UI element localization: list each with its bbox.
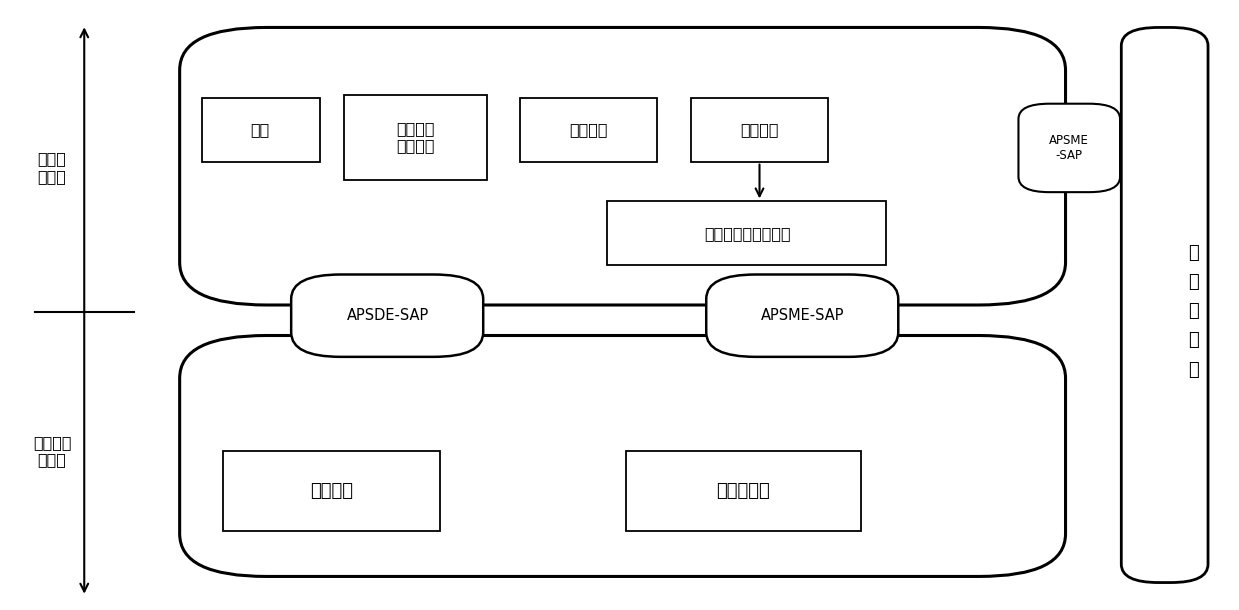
FancyBboxPatch shape (180, 27, 1066, 305)
FancyBboxPatch shape (223, 451, 440, 531)
Text: APSDE-SAP: APSDE-SAP (347, 308, 429, 323)
FancyBboxPatch shape (1018, 104, 1120, 192)
Text: APSME
-SAP: APSME -SAP (1049, 134, 1089, 162)
Text: 应用层
状态机: 应用层 状态机 (37, 151, 67, 184)
Text: 组网: 组网 (250, 122, 270, 137)
FancyBboxPatch shape (202, 98, 320, 162)
FancyBboxPatch shape (520, 98, 657, 162)
Text: 用户进程: 用户进程 (740, 122, 779, 137)
FancyBboxPatch shape (180, 336, 1066, 576)
Text: 资源分配: 资源分配 (569, 122, 608, 137)
Text: 应用程序进程状态机: 应用程序进程状态机 (704, 226, 790, 241)
Text: 层
管
理
实
体: 层 管 理 实 体 (1188, 244, 1198, 378)
Text: 主状态机: 主状态机 (311, 482, 353, 500)
FancyBboxPatch shape (1121, 27, 1208, 583)
Text: APSME-SAP: APSME-SAP (761, 308, 845, 323)
FancyBboxPatch shape (607, 201, 886, 265)
Text: 应用子层
状态机: 应用子层 状态机 (32, 435, 72, 468)
Text: 应用对象
列表汇报: 应用对象 列表汇报 (395, 121, 435, 154)
FancyBboxPatch shape (344, 95, 487, 180)
FancyBboxPatch shape (626, 451, 861, 531)
FancyBboxPatch shape (291, 274, 483, 357)
FancyBboxPatch shape (691, 98, 828, 162)
Text: 接收状态机: 接收状态机 (716, 482, 771, 500)
FancyBboxPatch shape (706, 274, 898, 357)
